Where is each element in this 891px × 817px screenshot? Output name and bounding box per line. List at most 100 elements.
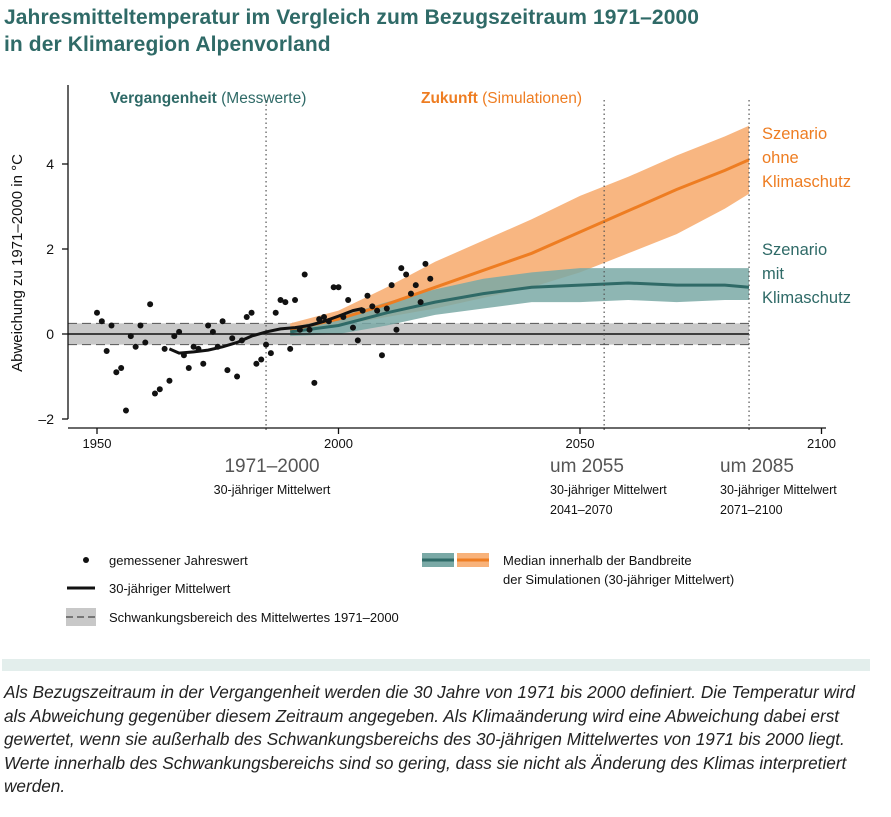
- annual-value-dot: [277, 297, 284, 303]
- vline-label-small-2085: 30-jähriger Mittelwert: [720, 483, 837, 497]
- observed-30y-mean-line: [168, 307, 363, 355]
- y-tick-label: 0: [46, 326, 54, 342]
- annual-value-dot: [113, 369, 120, 376]
- annual-value-dot: [417, 299, 424, 306]
- annual-value-dot: [132, 343, 139, 350]
- annual-value-dot: [219, 318, 226, 325]
- annual-value-dot: [407, 290, 414, 297]
- annual-value-dot: [306, 326, 313, 333]
- x-tick-label: 2100: [807, 436, 836, 451]
- annual-value-dot: [224, 367, 231, 374]
- annual-value-dot: [427, 275, 434, 282]
- annual-value-dot: [272, 309, 279, 316]
- vline-label-range-2055: 2041–2070: [550, 503, 613, 517]
- section-label-past-rest: (Messwerte): [217, 90, 307, 107]
- annual-value-dot: [403, 271, 410, 278]
- section-label-future: Zukunft (Simulationen): [421, 90, 582, 107]
- annual-value-dot: [369, 303, 376, 310]
- annual-value-dot: [248, 309, 255, 316]
- annual-value-dot: [364, 292, 371, 299]
- section-label-past: Vergangenheit (Messwerte): [110, 90, 306, 107]
- caption-text: Als Bezugszeitraum in der Vergangenheit …: [4, 682, 855, 797]
- annual-value-dot: [287, 345, 294, 352]
- temperature-chart: Abweichung zu 1971–2000 in °C Vergangenh…: [9, 85, 851, 626]
- scenario-label-protection: Szenario mit Klimaschutz: [762, 241, 851, 307]
- y-tick-label: –2: [38, 411, 54, 427]
- annual-value-dot: [258, 356, 265, 363]
- annual-value-dot: [422, 260, 429, 267]
- annual-value-dot: [171, 333, 178, 340]
- annual-value-dot: [108, 322, 115, 329]
- scenario-no-protection-line-3: Klimaschutz: [762, 173, 851, 191]
- band-ohne-klimaschutz: [290, 125, 749, 334]
- annual-value-dot: [190, 343, 197, 350]
- annual-value-dot: [98, 318, 105, 325]
- annual-value-dot: [176, 328, 183, 335]
- y-tick-label: 2: [46, 241, 54, 257]
- annual-value-dot: [200, 360, 207, 367]
- annual-value-dot: [267, 350, 274, 357]
- legend-line-label: 30-jähriger Mittelwert: [109, 581, 231, 596]
- vline-label-range-2085: 2071–2100: [720, 503, 783, 517]
- legend-band-label: Schwankungsbereich des Mittelwertes 1971…: [109, 610, 399, 625]
- annual-value-dot: [301, 271, 308, 278]
- median-line-mit-klimaschutz: [290, 281, 750, 334]
- annual-value-dot: [118, 365, 125, 371]
- caption-divider: [2, 659, 870, 671]
- chart-title-line-1: Jahresmitteltemperatur im Vergleich zum …: [4, 6, 700, 29]
- legend-median-label-line-1: Median innerhalb der Bandbreite: [503, 553, 692, 568]
- annual-value-dot: [282, 299, 289, 306]
- annual-value-dot: [185, 365, 192, 371]
- annual-value-dot: [388, 282, 395, 289]
- annual-value-dot: [234, 373, 241, 380]
- annual-value-dot: [253, 360, 260, 367]
- annual-value-dot: [311, 379, 318, 386]
- scenario-protection-line-3: Klimaschutz: [762, 289, 851, 307]
- annual-value-dot: [142, 339, 149, 346]
- legend-median-label-line-2: der Simulationen (30-jähriger Mittelwert…: [503, 572, 734, 587]
- vline-label-big-2085: um 2085: [720, 456, 794, 477]
- vline-label-big-2055: um 2055: [550, 456, 624, 477]
- annual-value-dot: [94, 309, 100, 316]
- section-label-future-bold: Zukunft: [421, 90, 478, 107]
- vline-label-small-2055: 30-jähriger Mittelwert: [550, 483, 667, 497]
- x-tick-label: 1950: [83, 436, 112, 451]
- annual-value-dot: [127, 333, 134, 340]
- y-axis-label: Abweichung zu 1971–2000 in °C: [9, 154, 26, 372]
- band-mit-klimaschutz: [290, 268, 749, 337]
- plot-area: 4 2 0 –2 1950 2000 2050 2100: [38, 85, 836, 451]
- annual-value-dot: [335, 284, 342, 291]
- chart-title-line-2: in der Klimaregion Alpenvorland: [4, 33, 331, 56]
- annual-value-dot: [378, 352, 385, 359]
- annual-value-dot: [147, 301, 154, 308]
- annual-value-dot: [151, 390, 158, 397]
- annual-value-dot: [316, 316, 323, 323]
- legend-dot-marker: [83, 557, 89, 563]
- section-label-future-rest: (Simulationen): [478, 90, 582, 107]
- annual-value-dot: [263, 341, 270, 348]
- chart-title: Jahresmitteltemperatur im Vergleich zum …: [4, 4, 699, 58]
- legend: gemessener Jahreswert 30-jähriger Mittel…: [66, 553, 734, 626]
- annual-value-dot: [292, 297, 299, 303]
- annual-value-dot: [137, 322, 144, 329]
- annual-value-dot: [156, 386, 163, 393]
- section-label-past-bold: Vergangenheit: [110, 90, 217, 107]
- annual-value-dot: [393, 326, 400, 333]
- annual-value-dot: [103, 348, 110, 354]
- annual-value-dot: [166, 377, 173, 384]
- scenario-no-protection-line-1: Szenario: [762, 125, 827, 143]
- scenario-protection-line-1: Szenario: [762, 241, 827, 259]
- y-tick-label: 4: [46, 156, 54, 172]
- annual-value-dot: [321, 314, 328, 320]
- annual-value-dot: [345, 297, 352, 303]
- median-line-ohne-klimaschutz: [289, 158, 750, 332]
- annual-value-dot: [229, 335, 236, 342]
- annual-value-dot: [354, 337, 361, 344]
- x-tick-label: 2000: [324, 436, 353, 451]
- scenario-no-protection-line-2: ohne: [762, 149, 799, 167]
- vline-label-small-1985: 30-jähriger Mittelwert: [214, 483, 331, 497]
- annual-value-dot: [243, 314, 250, 320]
- vline-label-big-1985: 1971–2000: [224, 456, 319, 477]
- legend-dot-label: gemessener Jahreswert: [109, 553, 248, 568]
- annual-value-dot: [209, 328, 216, 335]
